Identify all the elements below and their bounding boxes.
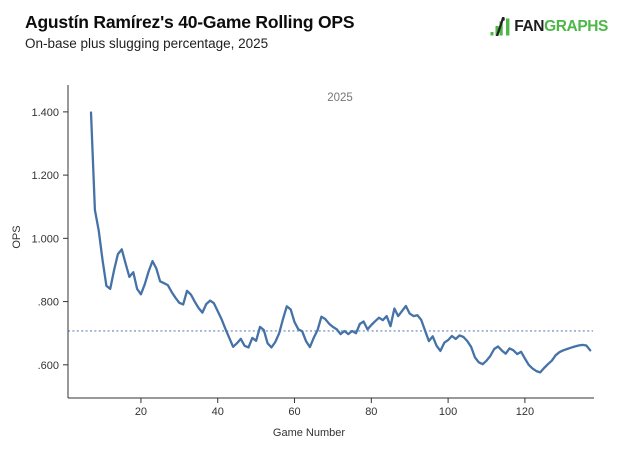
y-tick-label: .600 (38, 360, 59, 372)
x-tick-label: 120 (516, 406, 534, 418)
page-subtitle: On-base plus slugging percentage, 2025 (25, 36, 269, 51)
y-tick-label: 1.000 (31, 233, 59, 245)
logo-fan-text: FAN (514, 18, 545, 35)
logo-graphs-text: GRAPHS (544, 18, 608, 35)
legend-2025[interactable]: 2025 (327, 92, 353, 104)
x-tick-label: 40 (212, 406, 224, 418)
fangraphs-logo-icon (490, 17, 512, 36)
y-tick-label: 1.200 (31, 170, 59, 182)
x-axis-title: Game Number (272, 427, 346, 439)
fangraphs-logo-text: FANGRAPHS (514, 17, 608, 36)
x-tick-label: 20 (135, 406, 147, 418)
y-axis-title: OPS (11, 225, 23, 249)
x-tick-label: 60 (288, 406, 300, 418)
y-tick-label: 1.400 (31, 107, 59, 119)
page-title: Agustín Ramírez's 40-Game Rolling OPS (25, 12, 355, 32)
fangraphs-logo[interactable]: FANGRAPHS (490, 17, 608, 36)
x-tick-label: 100 (439, 406, 457, 418)
x-tick-label: 80 (365, 406, 377, 418)
y-tick-label: .800 (38, 297, 59, 309)
rolling-ops-line (89, 111, 592, 374)
